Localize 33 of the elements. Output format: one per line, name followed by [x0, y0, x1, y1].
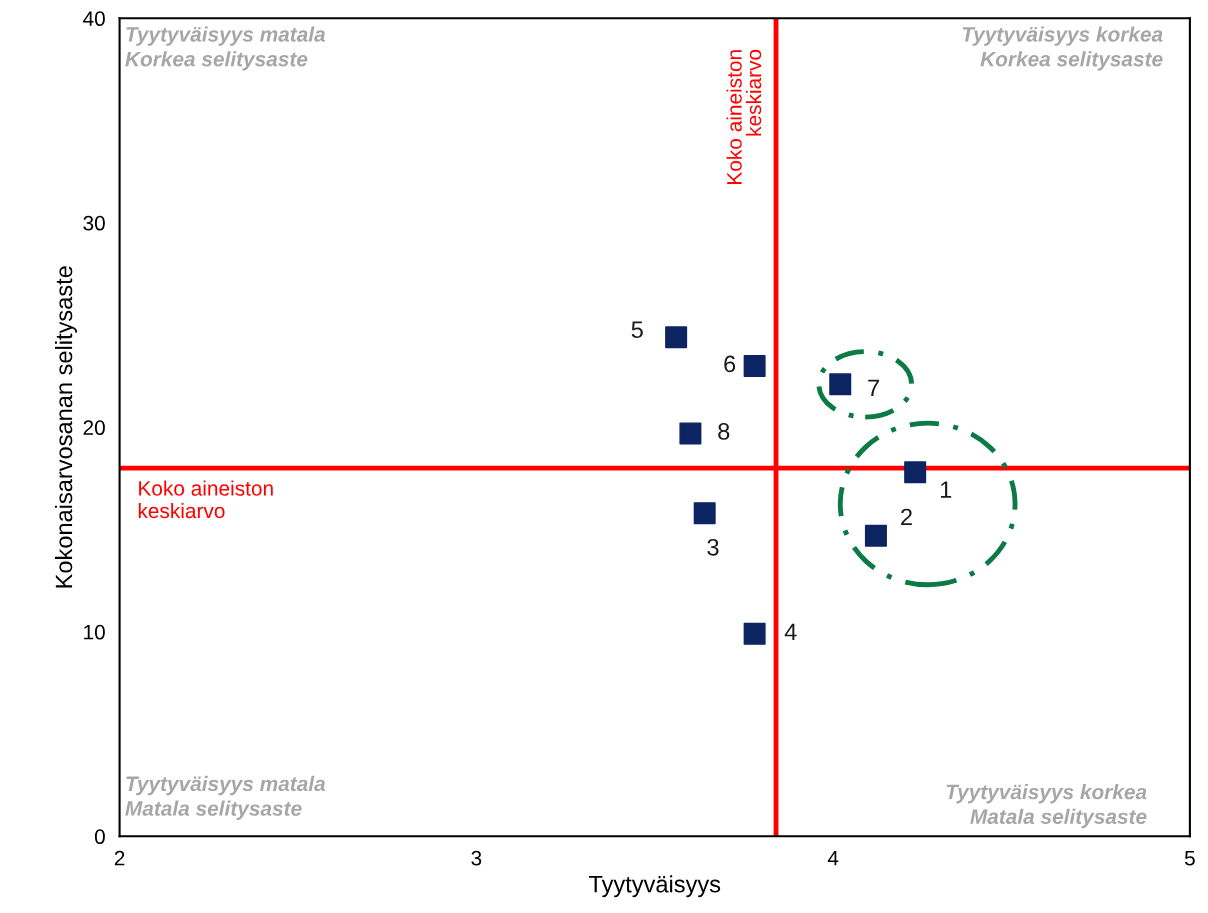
annotation: 2 [901, 508, 912, 526]
ref-line-label: Koko aineiston keskiarvo [726, 49, 762, 184]
y-tick-label: 0 [94, 829, 105, 845]
point [693, 502, 716, 525]
annotation: Tyytyväisyys matala Matala selitysaste [125, 775, 326, 820]
annotation: 1 [940, 481, 952, 498]
x-tick-label: 3 [471, 850, 482, 866]
point [679, 422, 702, 445]
ref-line-label: Koko aineiston keskiarvo [138, 480, 273, 519]
point [665, 326, 688, 349]
annotation: 4 [784, 623, 797, 640]
annotation: 8 [718, 423, 730, 440]
annotation: Tyytyväisyys korkea Matala selitysaste [946, 784, 1147, 829]
y-tick-label: 30 [83, 215, 105, 231]
y-tick-label: 10 [84, 624, 105, 640]
x-tick-label: 5 [1184, 850, 1195, 866]
y-tick-label: 40 [83, 11, 105, 27]
point [829, 373, 852, 396]
y-axis-title: Kokonaisarvosanan selitysaste [54, 266, 77, 588]
x-tick-label: 4 [827, 850, 839, 866]
point [904, 461, 927, 484]
x-tick-label: 2 [114, 850, 125, 866]
point [743, 354, 766, 377]
annotation: 6 [724, 355, 736, 373]
annotation: Tyytyväisyys korkea Korkea selitysaste [962, 26, 1163, 71]
annotation: 7 [868, 379, 879, 396]
annotation: 3 [707, 538, 719, 556]
x-axis-title: Tyytyväisyys [589, 875, 721, 898]
annotation: 5 [631, 321, 643, 339]
y-tick-label: 20 [83, 420, 105, 436]
point [864, 524, 887, 547]
point [743, 622, 766, 645]
annotation: Tyytyväisyys matala Korkea selitysaste [125, 26, 326, 71]
